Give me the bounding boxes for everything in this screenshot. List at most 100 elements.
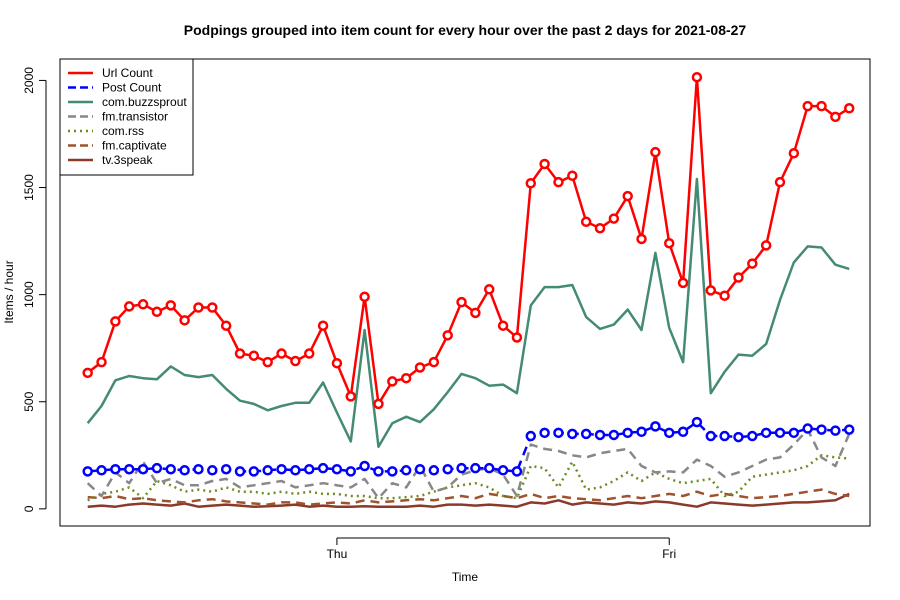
series-line-com-buzzsprout [86,177,850,448]
series-com-rss [87,454,850,502]
legend-label-post-count: Post Count [102,81,162,95]
data-point [733,431,744,443]
data-point [608,429,620,441]
data-point [691,416,703,428]
data-point [525,430,537,442]
data-point [788,148,800,159]
data-point [290,465,301,476]
data-point [511,466,523,477]
data-point [470,462,481,474]
data-point [677,426,689,437]
data-point [137,463,149,475]
plot-frame [59,58,871,527]
data-point [525,177,537,189]
y-tick-label: 1500 [22,174,36,201]
data-point [456,462,467,474]
data-point [760,240,772,251]
data-point [387,376,398,387]
data-point [650,146,661,158]
data-point [622,427,633,439]
data-point [331,357,343,369]
data-point [594,222,606,234]
data-point [843,424,855,435]
data-point [193,302,204,313]
series-line-fm-transistor [86,428,851,500]
data-point [345,391,357,402]
data-point [511,332,523,343]
data-point [179,315,190,326]
series-line-fm-captivate [87,488,850,506]
data-point [830,111,841,123]
legend-label-tv-3speak: tv.3speak [102,153,153,167]
data-point [207,465,218,476]
data-point [719,430,730,442]
data-point [553,427,564,439]
series-tv-3speak [87,492,850,508]
data-point [220,320,232,331]
data-point [234,348,246,359]
data-point [816,424,827,435]
data-point [387,466,398,477]
data-point [567,428,578,440]
data-point [442,463,453,475]
data-point [843,103,855,114]
data-point [123,301,135,312]
data-point [276,463,287,475]
data-point [317,462,329,474]
y-axis-label: Items / hour [2,260,16,323]
data-point [580,428,592,440]
data-point [193,463,204,475]
x-tick-label: Thu [327,547,348,561]
data-point [96,465,107,476]
data-point [317,320,329,331]
data-point [331,463,343,475]
data-point [428,356,440,368]
y-tick-label: 2000 [22,67,36,94]
data-point [802,423,813,434]
data-point [165,300,177,311]
data-point [248,466,260,477]
data-point [830,425,841,436]
legend-label-com-rss: com.rss [102,124,144,138]
data-point [663,237,675,249]
data-point [788,427,800,439]
data-point [82,466,93,477]
y-axis: 0 500 1000 1500 2000 [22,67,47,512]
data-point [262,356,273,368]
data-point [110,463,121,475]
data-point [636,233,647,245]
data-point [207,302,218,313]
data-point [663,427,675,439]
data-point [774,427,786,439]
data-point [497,465,509,476]
series-url-count [82,71,855,410]
data-point [428,465,440,476]
data-point [650,421,661,432]
data-point [567,170,578,181]
data-point [96,356,107,368]
data-point [774,176,786,188]
data-point [747,258,758,269]
data-point [816,100,827,112]
data-point [691,71,703,83]
data-point [359,460,370,472]
data-point [290,355,301,367]
series-post-count [82,416,855,477]
data-point [456,296,467,308]
data-point [760,427,772,439]
data-point [248,350,260,361]
series-layer [82,71,855,508]
data-point [802,100,813,112]
series-line-com-rss [87,454,850,502]
x-axis-label: Time [452,570,479,584]
legend-label-fm-captivate: fm.captivate [102,139,167,153]
data-point [747,430,758,442]
x-tick-label: Fri [662,547,676,561]
series-fm-transistor [86,428,851,500]
data-point [580,216,592,228]
data-point [705,285,717,296]
x-axis: Thu Fri [327,537,676,561]
data-point [594,429,606,441]
data-point [373,398,384,410]
